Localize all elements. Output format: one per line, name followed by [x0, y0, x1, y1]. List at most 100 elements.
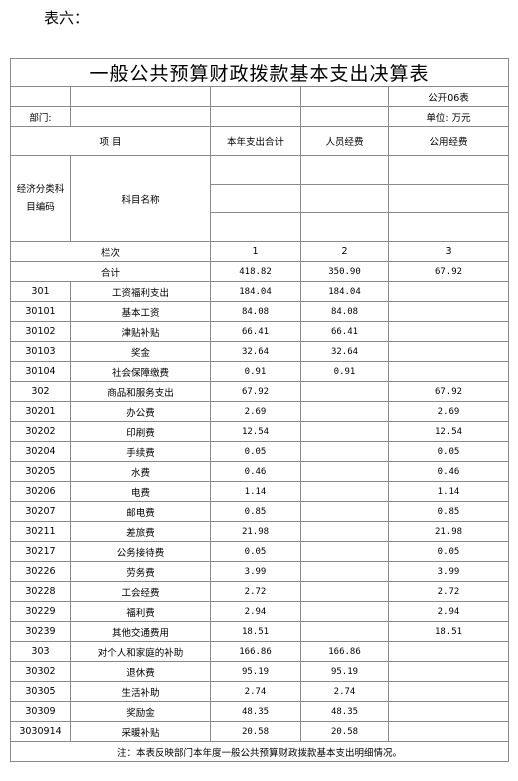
row-code: 301	[10, 281, 71, 302]
row-code: 30102	[10, 321, 71, 342]
row-total: 20.58	[210, 721, 301, 742]
row-personnel	[300, 381, 389, 402]
table-row: 30211 差旅费 21.98 21.98	[10, 521, 510, 542]
row-personnel	[300, 621, 389, 642]
row-public	[387, 681, 510, 702]
table-row: 301 工资福利支出 184.04 184.04	[10, 281, 510, 302]
table-row: 30202 印刷费 12.54 12.54	[10, 421, 510, 442]
row-subject-name: 工会经费	[70, 581, 211, 602]
row-personnel	[300, 401, 389, 422]
row-subject-name: 基本工资	[70, 301, 211, 322]
row-personnel	[300, 501, 389, 522]
table-row: 30309 奖励金 48.35 48.35	[10, 701, 510, 722]
row-personnel	[300, 581, 389, 602]
row-total: 0.91	[210, 361, 301, 382]
row-code: 3030914	[10, 721, 71, 742]
row-code: 30207	[10, 501, 71, 522]
table-note: 注：本表反映部门本年度一般公共预算财政拨款基本支出明细情况。	[9, 741, 510, 762]
table-row: 30305 生活补助 2.74 2.74	[10, 681, 510, 702]
row-total: 2.72	[210, 581, 301, 602]
table-row: 30302 退休费 95.19 95.19	[10, 661, 510, 682]
row-code: 30205	[10, 461, 71, 482]
row-total: 0.05	[210, 541, 301, 562]
row-personnel	[300, 421, 389, 442]
row-public	[387, 301, 510, 322]
row-total: 0.46	[210, 461, 301, 482]
sum-personnel: 350.90	[300, 261, 389, 282]
row-public	[387, 321, 510, 342]
table-row: 30207 邮电费 0.85 0.85	[10, 501, 510, 522]
table-title: 一般公共预算财政拨款基本支出决算表	[9, 58, 510, 87]
row-subject-name: 奖励金	[70, 701, 211, 722]
row-code: 30226	[10, 561, 71, 582]
row-total: 184.04	[210, 281, 301, 302]
header-public: 公用经费	[387, 126, 510, 156]
row-subject-name: 工资福利支出	[70, 281, 211, 302]
row-public: 67.92	[387, 381, 510, 402]
row-code: 30211	[10, 521, 71, 542]
row-personnel: 84.08	[300, 301, 389, 322]
row-public	[387, 341, 510, 362]
row-personnel: 166.86	[300, 641, 389, 662]
row-total: 84.08	[210, 301, 301, 322]
table-row: 30204 手续费 0.05 0.05	[10, 441, 510, 462]
row-total: 21.98	[210, 521, 301, 542]
row-subject-name: 其他交通费用	[70, 621, 211, 642]
row-subject-name: 差旅费	[70, 521, 211, 542]
row-public: 0.05	[387, 441, 510, 462]
row-personnel: 20.58	[300, 721, 389, 742]
row-total: 18.51	[210, 621, 301, 642]
row-public	[387, 281, 510, 302]
row-personnel	[300, 461, 389, 482]
table-row: 3030914 采暖补贴 20.58 20.58	[10, 721, 510, 742]
row-code: 30217	[10, 541, 71, 562]
table-row: 30102 津贴补贴 66.41 66.41	[10, 321, 510, 342]
row-public	[387, 361, 510, 382]
header-econ-code: 经济分类科目编码	[10, 155, 71, 242]
column-number-1: 1	[210, 241, 301, 262]
row-public: 3.99	[387, 561, 510, 582]
row-total: 2.94	[210, 601, 301, 622]
row-code: 30201	[10, 401, 71, 422]
table-row: 30226 劳务费 3.99 3.99	[10, 561, 510, 582]
row-public: 2.72	[387, 581, 510, 602]
row-public: 2.94	[387, 601, 510, 622]
column-number-2: 2	[300, 241, 389, 262]
row-code: 30309	[10, 701, 71, 722]
table-row: 30228 工会经费 2.72 2.72	[10, 581, 510, 602]
row-total: 95.19	[210, 661, 301, 682]
header-total: 本年支出合计	[210, 126, 301, 156]
row-total: 3.99	[210, 561, 301, 582]
row-personnel: 66.41	[300, 321, 389, 342]
table-row: 30101 基本工资 84.08 84.08	[10, 301, 510, 322]
row-subject-name: 福利费	[70, 601, 211, 622]
row-public: 2.69	[387, 401, 510, 422]
table-row: 302 商品和服务支出 67.92 67.92	[10, 381, 510, 402]
row-subject-name: 水费	[70, 461, 211, 482]
row-total: 48.35	[210, 701, 301, 722]
row-public: 0.85	[387, 501, 510, 522]
table-row: 30217 公务接待费 0.05 0.05	[10, 541, 510, 562]
row-subject-name: 津贴补贴	[70, 321, 211, 342]
sum-total: 418.82	[210, 261, 301, 282]
row-subject-name: 劳务费	[70, 561, 211, 582]
row-code: 30228	[10, 581, 71, 602]
row-subject-name: 商品和服务支出	[70, 381, 211, 402]
row-code: 30305	[10, 681, 71, 702]
table-row: 30229 福利费 2.94 2.94	[10, 601, 510, 622]
row-code: 30202	[10, 421, 71, 442]
row-personnel	[300, 561, 389, 582]
sum-row-label: 合计	[10, 261, 211, 282]
row-code: 30302	[10, 661, 71, 682]
row-personnel: 32.64	[300, 341, 389, 362]
row-subject-name: 奖金	[70, 341, 211, 362]
row-code: 30101	[10, 301, 71, 322]
row-subject-name: 手续费	[70, 441, 211, 462]
row-total: 2.74	[210, 681, 301, 702]
row-subject-name: 办公费	[70, 401, 211, 422]
row-total: 0.05	[210, 441, 301, 462]
row-public: 12.54	[387, 421, 510, 442]
row-total: 1.14	[210, 481, 301, 502]
table-row: 30205 水费 0.46 0.46	[10, 461, 510, 482]
row-personnel: 2.74	[300, 681, 389, 702]
